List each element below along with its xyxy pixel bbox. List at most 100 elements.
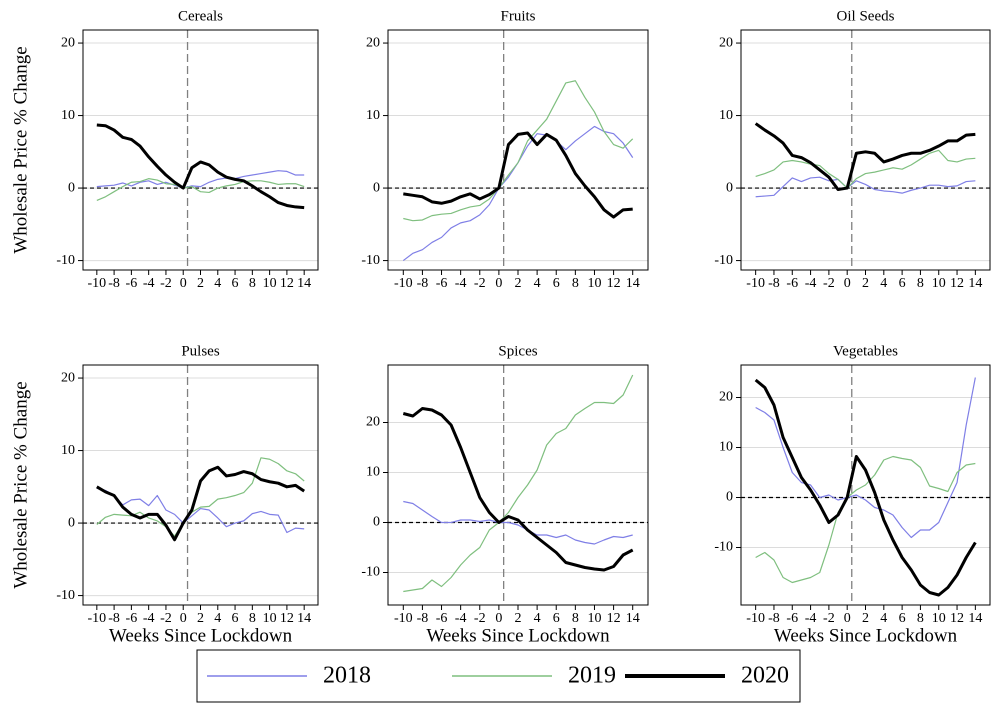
series-line	[403, 80, 634, 222]
x-tick-label: -4	[805, 276, 817, 291]
x-axis-label: Weeks Since Lockdown	[426, 625, 610, 646]
x-tick-label: 12	[280, 611, 294, 626]
x-tick-label: -2	[160, 611, 172, 626]
x-tick-label: -4	[455, 611, 467, 626]
y-tick-label: -10	[714, 540, 733, 555]
x-tick-label: 2	[197, 611, 204, 626]
x-tick-label: -2	[160, 276, 172, 291]
x-tick-label: 10	[932, 276, 946, 291]
x-tick-label: -6	[786, 276, 798, 291]
x-tick-label: 10	[263, 611, 277, 626]
x-tick-label: 14	[297, 276, 311, 291]
x-tick-label: 14	[297, 611, 311, 626]
x-tick-label: 0	[180, 276, 187, 291]
y-tick-label: 10	[366, 465, 380, 480]
x-tick-label: 8	[249, 276, 256, 291]
y-axis-label: Wholesale Price % Change	[10, 381, 31, 588]
plot-frame	[740, 29, 991, 271]
x-tick-label: -6	[126, 611, 138, 626]
panel-title: Fruits	[500, 8, 535, 24]
x-tick-label: -4	[143, 611, 155, 626]
y-tick-label: 10	[366, 108, 380, 123]
x-tick-label: -6	[436, 276, 448, 291]
x-tick-label: 12	[280, 276, 294, 291]
x-tick-label: 10	[932, 611, 946, 626]
series-line	[96, 465, 306, 542]
x-tick-label: 6	[899, 611, 906, 626]
x-tick-label: -8	[768, 276, 780, 291]
x-tick-label: -10	[87, 276, 106, 291]
x-tick-label: 0	[495, 611, 502, 626]
x-tick-label: 6	[553, 611, 560, 626]
series-line	[402, 407, 634, 572]
x-tick-label: -10	[394, 276, 413, 291]
y-tick-label: 0	[726, 490, 733, 505]
y-axis-label: Wholesale Price % Change	[10, 46, 31, 253]
x-tick-label: 12	[607, 276, 621, 291]
y-tick-label: -10	[714, 253, 733, 268]
x-tick-label: 2	[862, 276, 869, 291]
x-tick-label: 0	[180, 611, 187, 626]
x-tick-label: -8	[768, 611, 780, 626]
y-tick-label: 20	[719, 35, 733, 50]
y-tick-label: 20	[61, 370, 75, 385]
x-tick-label: 10	[587, 611, 601, 626]
y-tick-label: -10	[56, 588, 75, 603]
x-tick-label: 12	[950, 611, 964, 626]
x-tick-label: 14	[626, 611, 640, 626]
x-tick-label: -8	[108, 276, 120, 291]
panel-title: Oil Seeds	[837, 8, 895, 24]
x-tick-label: -6	[436, 611, 448, 626]
x-tick-label: 6	[899, 276, 906, 291]
y-tick-label: 10	[719, 108, 733, 123]
x-axis-label: Weeks Since Lockdown	[774, 625, 958, 646]
x-tick-label: 4	[880, 611, 887, 626]
panel-title: Cereals	[178, 8, 223, 24]
x-tick-label: 6	[553, 276, 560, 291]
x-tick-label: -2	[474, 611, 486, 626]
x-tick-label: -8	[417, 611, 429, 626]
x-tick-label: -4	[455, 276, 467, 291]
x-tick-label: -10	[87, 611, 106, 626]
series-line	[754, 122, 976, 192]
x-tick-label: 4	[880, 276, 887, 291]
plot-frame	[387, 29, 649, 271]
x-tick-label: 14	[626, 276, 640, 291]
y-tick-label: -10	[56, 253, 75, 268]
x-tick-label: -10	[746, 276, 765, 291]
series-line	[755, 377, 976, 539]
x-tick-label: -6	[126, 276, 138, 291]
x-tick-label: -4	[805, 611, 817, 626]
series-line	[96, 170, 305, 189]
x-tick-label: -4	[143, 276, 155, 291]
y-tick-label: 20	[61, 35, 75, 50]
y-tick-label: 10	[61, 443, 75, 458]
y-tick-label: 20	[719, 390, 733, 405]
y-tick-label: 10	[719, 440, 733, 455]
series-line	[755, 176, 976, 198]
x-tick-label: -6	[786, 611, 798, 626]
plot-frame	[740, 364, 991, 606]
legend-label: 2018	[323, 663, 371, 689]
x-tick-label: -8	[108, 611, 120, 626]
series-line	[403, 374, 634, 593]
y-tick-label: 0	[726, 180, 733, 195]
x-tick-label: -2	[823, 611, 835, 626]
panel-title: Pulses	[181, 343, 220, 359]
x-tick-label: 2	[862, 611, 869, 626]
x-tick-label: 10	[263, 276, 277, 291]
y-tick-label: 20	[366, 35, 380, 50]
series-line	[96, 123, 305, 210]
x-tick-label: 2	[515, 611, 522, 626]
plot-frame	[82, 29, 319, 271]
x-tick-label: 8	[917, 276, 924, 291]
x-tick-label: 4	[214, 276, 221, 291]
plot-frame	[387, 364, 649, 606]
x-tick-label: -2	[474, 276, 486, 291]
legend-label: 2019	[568, 663, 616, 689]
y-tick-label: 10	[61, 108, 75, 123]
y-tick-label: 0	[68, 515, 75, 530]
series-line	[755, 455, 976, 584]
x-tick-label: 8	[249, 611, 256, 626]
